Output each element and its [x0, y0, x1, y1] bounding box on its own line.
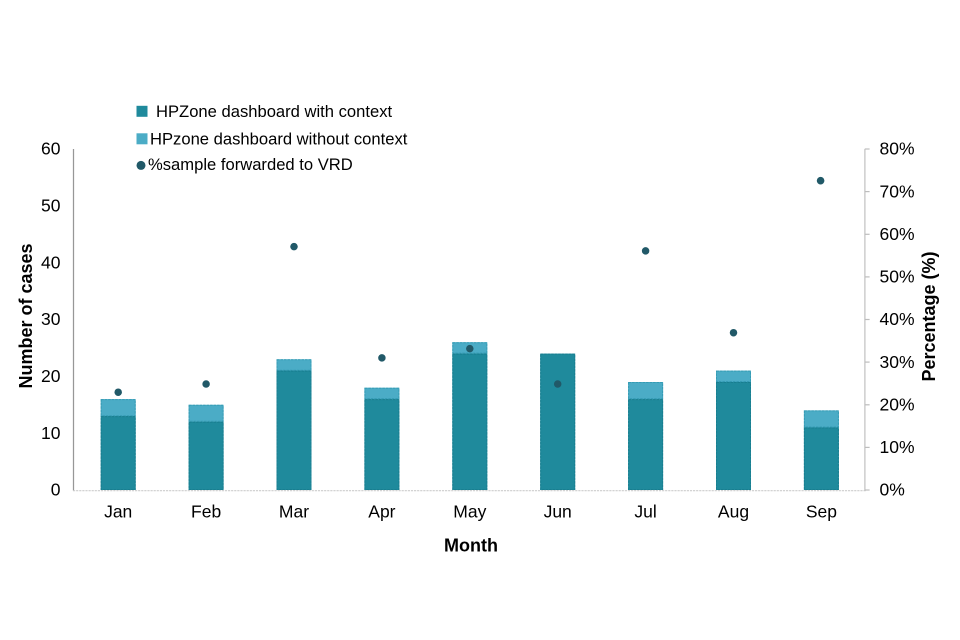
svg-text:Jul: Jul — [634, 502, 656, 522]
svg-text:30: 30 — [41, 309, 61, 329]
svg-text:60%: 60% — [880, 224, 915, 244]
svg-text:50: 50 — [41, 196, 61, 216]
svg-text:10%: 10% — [880, 437, 915, 457]
svg-text:Aug: Aug — [718, 502, 749, 522]
svg-text:Mar: Mar — [279, 502, 309, 522]
svg-text:10: 10 — [41, 423, 61, 443]
svg-text:Apr: Apr — [368, 502, 395, 522]
svg-text:70%: 70% — [880, 181, 915, 201]
svg-text:40: 40 — [41, 252, 61, 272]
svg-text:40%: 40% — [880, 309, 915, 329]
svg-text:HPZone dashboard with context: HPZone dashboard with context — [156, 102, 393, 121]
svg-text:Feb: Feb — [191, 502, 221, 522]
svg-text:Number of cases: Number of cases — [16, 243, 36, 388]
svg-text:Month: Month — [444, 536, 498, 556]
svg-text:Jan: Jan — [104, 502, 132, 522]
svg-text:Sep: Sep — [806, 502, 837, 522]
svg-text:80%: 80% — [880, 139, 915, 159]
svg-text:%sample forwarded to VRD: %sample forwarded to VRD — [148, 155, 353, 174]
svg-text:May: May — [453, 502, 486, 522]
svg-text:20: 20 — [41, 366, 61, 386]
svg-text:Percentage (%): Percentage (%) — [919, 251, 939, 381]
svg-text:30%: 30% — [880, 352, 915, 372]
svg-text:0: 0 — [51, 480, 61, 500]
svg-text:HPzone dashboard without conte: HPzone dashboard without context — [150, 129, 408, 148]
svg-text:Jun: Jun — [544, 502, 572, 522]
svg-text:0%: 0% — [880, 480, 905, 500]
svg-text:60: 60 — [41, 139, 61, 159]
svg-text:20%: 20% — [880, 395, 915, 415]
svg-text:50%: 50% — [880, 267, 915, 287]
